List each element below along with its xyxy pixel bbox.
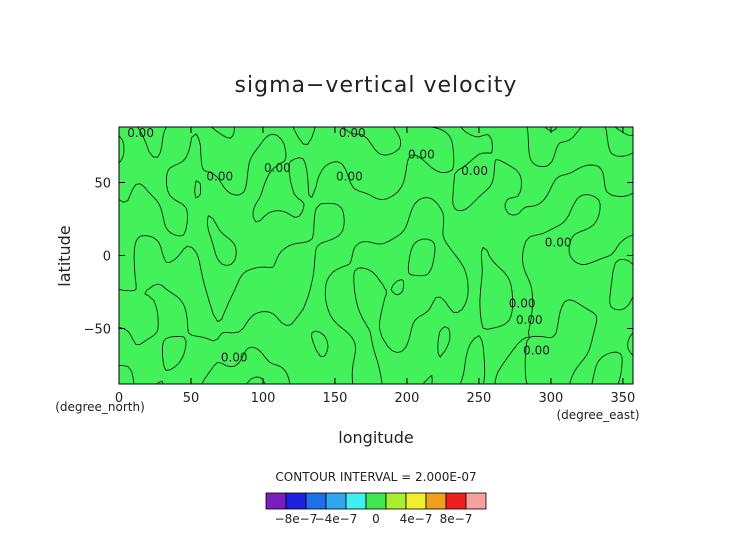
colorbar-label: −8e−7 (275, 512, 318, 526)
colorbar-swatch (305, 492, 327, 510)
contour-labels: 0.00 0.00 0.00 0.00 0.00 0.00 0.00 0.00 0.00 0.00… (127, 126, 571, 365)
colorbar-label: 8e−7 (440, 512, 473, 526)
contour-label: 0.00 (545, 235, 572, 249)
x-tick-label: 0 (115, 391, 123, 406)
contour-label: 0.00 (127, 126, 154, 140)
x-tick-label: 200 (395, 391, 420, 406)
y-axis-ticks: 50 0 −50 (84, 176, 633, 338)
colorbar-swatch (385, 492, 407, 510)
y-tick-label: −50 (84, 323, 111, 338)
colorbar-swatch (405, 492, 427, 510)
y-tick-label: 0 (103, 250, 111, 265)
colorbar-swatch (445, 492, 467, 510)
contour-interval-text: CONTOUR INTERVAL = 2.000E-07 (275, 470, 476, 484)
colorbar-swatch (285, 492, 307, 510)
y-unit-label: (degree_north) (55, 400, 145, 414)
contour-label: 0.00 (264, 161, 291, 175)
contour-label: 0.00 (523, 343, 550, 357)
colorbar-label: 4e−7 (400, 512, 433, 526)
colorbar-label: −4e−7 (315, 512, 358, 526)
x-tick-label: 100 (251, 391, 276, 406)
x-tick-label: 50 (183, 391, 200, 406)
contour-label: 0.00 (206, 170, 233, 184)
colorbar-swatch (325, 492, 347, 510)
x-tick-label: 300 (539, 391, 564, 406)
x-axis-label: longitude (338, 428, 413, 447)
colorbar-swatch (265, 492, 287, 510)
colorbar-swatch (365, 492, 387, 510)
colorbar-swatch (465, 492, 487, 510)
colorbar-labels: −8e−7−4e−7 0 4e−7 8e−7 (275, 512, 473, 526)
y-tick-label: 50 (94, 176, 111, 191)
heatmap-field (119, 127, 633, 384)
colorbar-swatch (425, 492, 447, 510)
contour-label: 0.00 (461, 164, 488, 178)
contour-label: 0.00 (336, 170, 363, 184)
x-tick-label: 350 (611, 391, 636, 406)
colorbar-label: 0 (372, 512, 380, 526)
colorbar (265, 492, 487, 510)
y-axis-label: latitude (55, 225, 74, 286)
contour-zero-line (118, 126, 634, 385)
plot-area: 0.00 0.00 0.00 0.00 0.00 0.00 0.00 0.00 0.00 0.00… (118, 126, 634, 385)
contour-label: 0.00 (408, 148, 435, 162)
x-tick-label: 250 (467, 391, 492, 406)
contour-label: 0.00 (509, 297, 536, 311)
contour-label: 0.00 (339, 126, 366, 140)
contour-label: 0.00 (516, 313, 543, 327)
x-unit-label: (degree_east) (556, 408, 639, 422)
contour-lines (118, 126, 634, 385)
colorbar-swatch (345, 492, 367, 510)
chart-title: sigma−vertical velocity (235, 73, 518, 98)
x-tick-label: 150 (323, 391, 348, 406)
x-axis-ticks: 0 50 100 150 200 250 300 350 (115, 127, 635, 406)
contour-label: 0.00 (221, 351, 248, 365)
